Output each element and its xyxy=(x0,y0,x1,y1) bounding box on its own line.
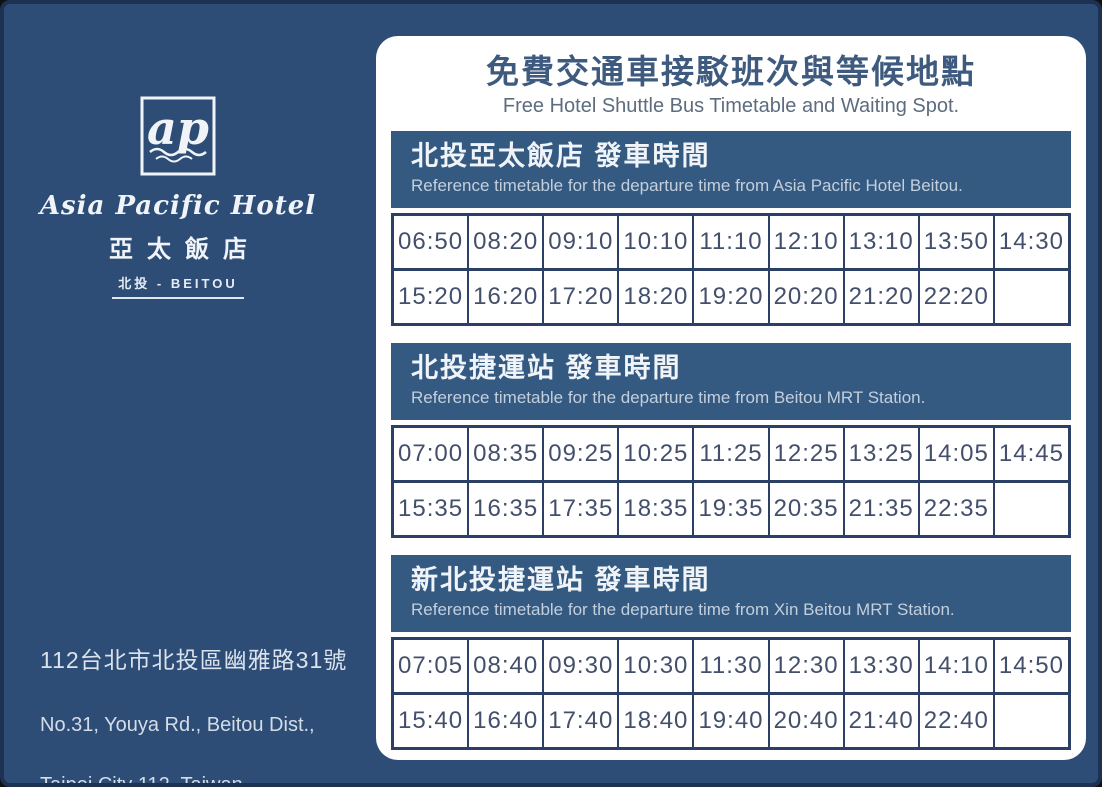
section-subtitle: Reference timetable for the departure ti… xyxy=(411,176,963,195)
section-header: 北投捷運站 發車時間 Reference timetable for the d… xyxy=(391,343,1071,420)
time-cell: 07:00 xyxy=(398,440,464,467)
time-cell: 20:40 xyxy=(767,695,843,747)
timetable-row: 15:40 16:40 17:40 18:40 19:40 20:40 21:40 22:40 xyxy=(394,692,1068,747)
time-cell: 06:50 xyxy=(398,228,464,255)
time-cell xyxy=(992,483,1068,535)
timetable-beitou-mrt: 07:00 08:35 09:25 10:25 11:25 12:25 13:25 14:05… xyxy=(391,425,1071,538)
address-chinese: 112台北市北投區幽雅路31號 xyxy=(40,647,348,673)
time-cell: 10:25 xyxy=(617,428,692,480)
time-cell: 14:10 xyxy=(917,640,993,692)
address-english-line2: Taipei City 112, Taiwan xyxy=(40,774,243,787)
time-cell: 11:25 xyxy=(692,428,767,480)
timetable-row: 06:50 08:20 09:10 10:10 11:10 12:10 13:10 13:50… xyxy=(394,216,1068,268)
time-cell: 18:40 xyxy=(617,695,692,747)
timetable-xinbeitou-mrt: 07:05 08:40 09:30 10:30 11:30 12:30 13:30 14:10… xyxy=(391,637,1071,750)
time-cell: 14:45 xyxy=(992,428,1068,480)
time-cell: 12:30 xyxy=(767,640,843,692)
time-cell: 09:10 xyxy=(542,216,617,268)
time-cell: 20:35 xyxy=(767,483,843,535)
time-cell: 18:20 xyxy=(617,271,692,323)
time-cell: 11:10 xyxy=(692,216,767,268)
time-cell: 15:20 xyxy=(398,283,464,310)
hotel-name-chinese: 亞太飯店 xyxy=(109,234,261,263)
time-cell: 08:40 xyxy=(467,640,542,692)
time-cell: 13:30 xyxy=(842,640,918,692)
time-cell: 14:30 xyxy=(992,216,1068,268)
section-subtitle: Reference timetable for the departure ti… xyxy=(411,388,926,407)
svg-text:ap: ap xyxy=(147,101,209,155)
time-cell: 17:35 xyxy=(542,483,617,535)
time-cell: 08:35 xyxy=(467,428,542,480)
time-cell: 15:40 xyxy=(398,707,464,734)
time-cell: 13:50 xyxy=(917,216,993,268)
section-header: 北投亞太飯店 發車時間 Reference timetable for the … xyxy=(391,131,1071,208)
time-cell: 15:35 xyxy=(398,495,464,522)
timetable-panel: 免費交通車接駁班次與等候地點 Free Hotel Shuttle Bus Ti… xyxy=(376,36,1086,760)
time-cell: 18:35 xyxy=(617,483,692,535)
timetable-hotel: 06:50 08:20 09:10 10:10 11:10 12:10 13:10 13:50… xyxy=(391,213,1071,326)
time-cell: 14:50 xyxy=(992,640,1068,692)
time-cell: 19:35 xyxy=(692,483,767,535)
time-cell: 20:20 xyxy=(767,271,843,323)
section-title: 北投捷運站 發車時間 xyxy=(411,353,682,383)
page-subtitle: Free Hotel Shuttle Bus Timetable and Wai… xyxy=(502,95,960,117)
timetable-row: 15:35 16:35 17:35 18:35 19:35 20:35 21:35 22:35 xyxy=(394,480,1068,535)
time-cell: 16:35 xyxy=(467,483,542,535)
time-cell: 13:25 xyxy=(842,428,918,480)
ap-monogram-icon: ap xyxy=(140,96,216,176)
time-cell: 22:40 xyxy=(917,695,993,747)
section-hotel-departures: 北投亞太飯店 發車時間 Reference timetable for the … xyxy=(391,131,1071,326)
time-cell: 14:05 xyxy=(917,428,993,480)
time-cell: 13:10 xyxy=(842,216,918,268)
section-xinbeitou-mrt-departures: 新北投捷運站 發車時間 Reference timetable for the … xyxy=(391,555,1071,750)
time-cell: 16:20 xyxy=(467,271,542,323)
section-title: 新北投捷運站 發車時間 xyxy=(411,565,711,595)
time-cell: 16:40 xyxy=(467,695,542,747)
time-cell: 22:35 xyxy=(917,483,993,535)
time-cell: 21:40 xyxy=(842,695,918,747)
hotel-logo: ap xyxy=(140,96,216,181)
section-beitou-mrt-departures: 北投捷運站 發車時間 Reference timetable for the d… xyxy=(391,343,1071,538)
time-cell: 11:30 xyxy=(692,640,767,692)
time-cell: 17:40 xyxy=(542,695,617,747)
time-cell: 19:40 xyxy=(692,695,767,747)
contact-block: 112台北市北投區幽雅路31號 No.31, Youya Rd., Beitou… xyxy=(40,605,348,787)
time-cell: 19:20 xyxy=(692,271,767,323)
time-cell xyxy=(992,695,1068,747)
time-cell: 21:20 xyxy=(842,271,918,323)
time-cell: 10:30 xyxy=(617,640,692,692)
time-cell: 09:25 xyxy=(542,428,617,480)
time-cell: 10:10 xyxy=(617,216,692,268)
address-english-line1: No.31, Youya Rd., Beitou Dist., xyxy=(40,714,315,736)
brand-column: ap Asia Pacific Hotel 亞太飯店 北投 - BEITOU xyxy=(32,96,324,299)
time-cell: 17:20 xyxy=(542,271,617,323)
time-cell: 07:05 xyxy=(398,652,464,679)
time-cell xyxy=(992,271,1068,323)
section-subtitle: Reference timetable for the departure ti… xyxy=(411,600,955,619)
hotel-name-script: Asia Pacific Hotel xyxy=(39,191,317,221)
timetable-row: 07:05 08:40 09:30 10:30 11:30 12:30 13:30 14:10… xyxy=(394,640,1068,692)
time-cell: 12:25 xyxy=(767,428,843,480)
timetable-row: 07:00 08:35 09:25 10:25 11:25 12:25 13:25 14:05… xyxy=(394,428,1068,480)
timetable-row: 15:20 16:20 17:20 18:20 19:20 20:20 21:20 22:20 xyxy=(394,268,1068,323)
page-title: 免費交通車接駁班次與等候地點 xyxy=(486,53,976,90)
time-cell: 12:10 xyxy=(767,216,843,268)
hotel-location-label: 北投 - BEITOU xyxy=(112,273,244,299)
time-cell: 22:20 xyxy=(917,271,993,323)
section-header: 新北投捷運站 發車時間 Reference timetable for the … xyxy=(391,555,1071,632)
time-cell: 21:35 xyxy=(842,483,918,535)
time-cell: 08:20 xyxy=(467,216,542,268)
time-cell: 09:30 xyxy=(542,640,617,692)
section-title: 北投亞太飯店 發車時間 xyxy=(411,141,711,171)
